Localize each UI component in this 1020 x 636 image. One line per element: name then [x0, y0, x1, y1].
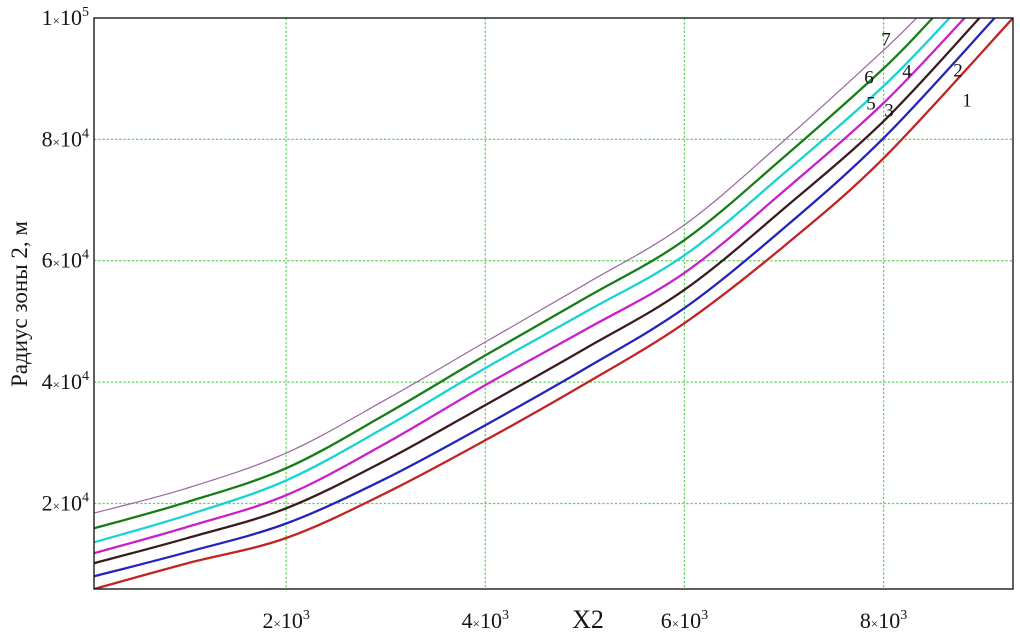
curve-number-label-6: 6	[864, 68, 874, 89]
y-tick-label: 2×104	[42, 490, 89, 515]
curve-number-label-5: 5	[866, 94, 876, 115]
curve-6	[94, 18, 934, 530]
y-tick-label: 1×105	[42, 5, 89, 30]
x-axis-label: X2	[572, 605, 604, 634]
x-tick-label: 4×103	[462, 608, 509, 633]
plot-border	[93, 17, 1014, 590]
curve-number-label-7: 7	[881, 30, 891, 51]
curve-number-label-3: 3	[884, 101, 894, 122]
grid	[94, 18, 1013, 589]
curve-number-label-2: 2	[953, 61, 963, 82]
x-tick-label: 6×103	[661, 608, 708, 633]
curve-4	[94, 18, 966, 555]
curves-layer	[94, 18, 1013, 589]
curve-2	[94, 18, 996, 578]
y-tick-label: 4×104	[42, 369, 89, 394]
chart-generated-content: 1 2 34 5 67 2×103 4×103 6×103 8×103 1×105 8×104 6×1…	[42, 5, 1014, 633]
y-tick-label: 6×104	[42, 248, 89, 273]
curve-1	[94, 18, 1013, 589]
curve-5	[94, 18, 951, 544]
x-tick-label: 8×103	[860, 608, 907, 633]
curve-3	[94, 18, 981, 565]
x-tick-label: 2×103	[262, 608, 309, 633]
y-tick-label: 8×104	[42, 126, 89, 151]
curve-number-label-1: 1	[962, 91, 972, 112]
y-axis-title: Радиус зоны 2, м	[7, 221, 32, 387]
curve-number-label-4: 4	[902, 62, 912, 83]
curve-7	[94, 18, 918, 514]
